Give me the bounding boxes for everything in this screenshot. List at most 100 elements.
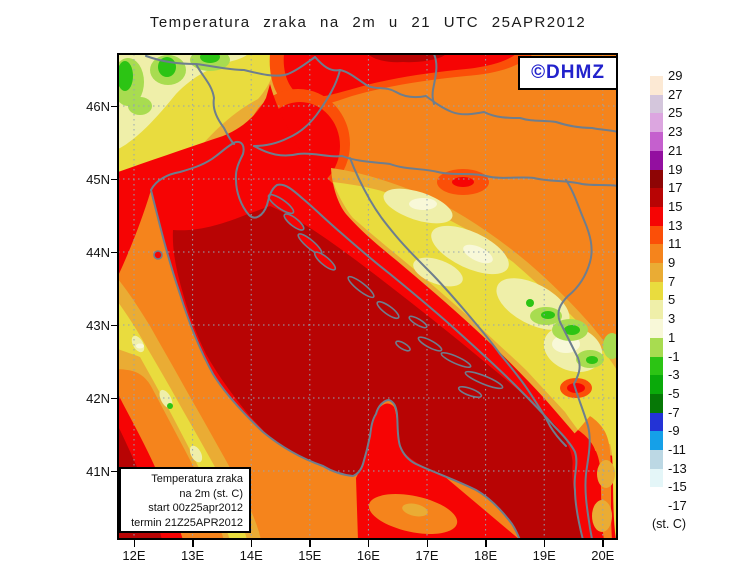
lat-lon-gridlines [118, 54, 618, 540]
color-scale-cell [650, 281, 663, 301]
x-axis-label: 19E [532, 548, 556, 563]
color-scale-cell [650, 300, 663, 320]
y-axis-tick [111, 470, 118, 472]
y-axis-label: 45N [86, 172, 110, 187]
color-scale-label: 17 [668, 180, 683, 196]
x-axis-label: 18E [474, 548, 498, 563]
color-scale-label: 7 [668, 273, 676, 289]
venice-lagoon [153, 250, 163, 260]
x-axis-tick [367, 540, 370, 547]
border-slovenia-istria [195, 63, 235, 145]
coastline-italy [150, 189, 521, 541]
color-scale-cell [650, 319, 663, 339]
color-scale-cell [650, 76, 663, 96]
color-scale-label: -9 [668, 423, 680, 439]
color-scale-cell [650, 150, 663, 170]
color-scale-cell [650, 169, 663, 189]
y-axis-tick [111, 324, 118, 326]
color-scale-cell [650, 113, 663, 133]
color-scale-unit: (st. C) [652, 517, 687, 531]
color-scale-label: 3 [668, 311, 676, 327]
border-drina [557, 179, 593, 541]
color-scale-label: 27 [668, 86, 683, 102]
x-axis-tick [250, 540, 253, 547]
y-axis-tick [111, 397, 118, 399]
color-scale-cell [650, 263, 663, 283]
x-axis-label: 15E [298, 548, 322, 563]
map-canvas [112, 49, 621, 541]
x-axis-label: 20E [591, 548, 615, 563]
color-scale-label: -17 [668, 498, 687, 514]
color-scale-label: -7 [668, 404, 680, 420]
x-axis-tick [309, 540, 311, 547]
border-dinaric [349, 157, 567, 447]
x-axis-tick [602, 540, 604, 547]
y-axis-tick [111, 251, 118, 253]
color-scale-label: -5 [668, 385, 680, 401]
color-scale-cell [650, 244, 663, 264]
page-title: Temperatura zraka na 2m u 21 UTC 25APR20… [149, 14, 587, 31]
run-info-box: Temperatura zraka na 2m (st. C) start 00… [119, 467, 251, 533]
x-axis-label: 12E [122, 548, 146, 563]
x-axis-label: 17E [415, 548, 439, 563]
color-scale-label: 21 [668, 142, 683, 158]
y-axis-label: 46N [86, 99, 110, 114]
x-axis-tick [426, 540, 428, 547]
run-info-line: Temperatura zraka [151, 473, 243, 485]
border-hungary-serbia [431, 53, 438, 105]
x-axis-tick [192, 540, 194, 547]
color-scale-cell [650, 487, 663, 507]
color-scale-label: -3 [668, 367, 680, 383]
coastline-and-borders [145, 53, 619, 541]
color-scale-cell [650, 225, 663, 245]
color-scale-cell [650, 375, 663, 395]
color-scale-cell [650, 468, 663, 488]
dhmz-logo-text: ©DHMZ [531, 62, 605, 83]
color-scale-label: -15 [668, 479, 687, 495]
x-axis-label: 13E [181, 548, 205, 563]
color-scale-label: 19 [668, 161, 683, 177]
y-axis-label: 41N [86, 464, 110, 479]
x-axis-label: 14E [239, 548, 263, 563]
color-scale-cell [650, 450, 663, 470]
x-axis-tick [133, 540, 135, 547]
color-scale-label: -11 [668, 442, 686, 457]
color-scale-cell [650, 206, 663, 227]
y-axis-tick [111, 178, 118, 180]
y-axis-label: 44N [86, 245, 110, 260]
y-axis-label: 43N [86, 318, 110, 333]
x-axis-tick [543, 540, 546, 547]
color-scale-label: 1 [668, 329, 676, 345]
border-alps [145, 55, 316, 77]
dhmz-watermark-box: ©DHMZ [518, 56, 618, 90]
color-scale-label: 5 [668, 292, 676, 308]
color-scale-cell [650, 431, 663, 451]
color-scale-cell [650, 132, 663, 152]
y-axis-tick [111, 105, 118, 107]
border-north-chain [314, 56, 619, 133]
run-info-line: start 00z25apr2012 [148, 502, 243, 514]
color-scale-label: 23 [668, 124, 683, 140]
color-scale-label: 29 [668, 68, 683, 83]
color-scale-cell [650, 188, 663, 208]
coastline-adriatic-east [150, 140, 584, 541]
color-scale-label: 11 [668, 236, 682, 252]
color-scale-cell [650, 356, 663, 376]
x-axis-tick [485, 540, 487, 547]
color-scale-cell [650, 337, 663, 357]
color-scale-label: -1 [668, 348, 680, 364]
run-info-line: termin 21Z25APR2012 [131, 516, 243, 529]
color-scale-label: -13 [668, 460, 687, 476]
color-scale-label: 9 [668, 255, 676, 270]
temperature-map [112, 49, 621, 541]
adriatic-islands [153, 193, 504, 399]
x-axis-label: 16E [356, 548, 380, 563]
color-scale-cell [650, 412, 663, 432]
color-scale-label: 15 [668, 198, 683, 214]
color-scale-cell [650, 393, 663, 414]
run-info-line: na 2m (st. C) [179, 487, 243, 500]
color-scale-cell [650, 94, 663, 114]
color-scale-label: 13 [668, 217, 683, 233]
border-slovenia-croatia [253, 69, 341, 147]
